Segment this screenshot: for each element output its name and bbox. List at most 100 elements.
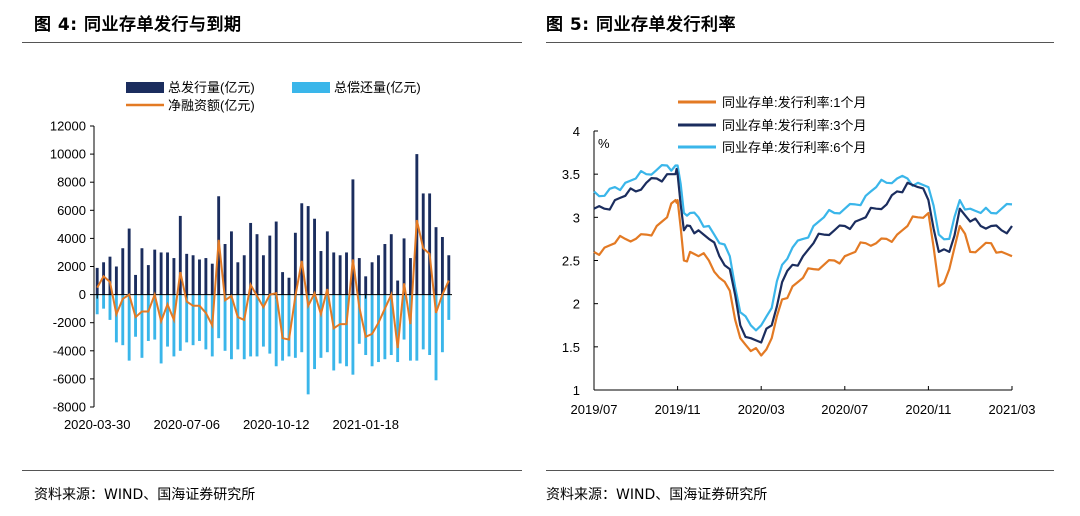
repay-bar: [415, 294, 419, 361]
issue-bar: [319, 251, 323, 295]
issue-bar: [102, 262, 106, 295]
repay-bar: [389, 294, 393, 356]
repay-bar: [268, 294, 272, 354]
y-tick-label: 2.5: [562, 254, 580, 269]
net-financing-line: [96, 219, 450, 349]
repay-bar: [185, 294, 189, 343]
x-tick-label: 2021-01-18: [332, 417, 399, 432]
repay-bar: [447, 294, 451, 320]
issue-bar: [389, 234, 393, 295]
issue-bar: [434, 227, 438, 295]
left-figure-panel: 图 4: 同业存单发行与到期 12000 10000 8000 6000 4000 200…: [0, 0, 530, 516]
rate-line-m3: [593, 167, 1013, 344]
repay-bar: [421, 294, 425, 350]
y-tick-label: 0: [79, 287, 86, 302]
y-tick-label: 10000: [50, 147, 86, 162]
issue-bar: [370, 262, 374, 295]
repay-bar: [217, 294, 221, 339]
repay-bar: [230, 294, 233, 360]
repay-bar: [108, 294, 112, 320]
issue-bar: [127, 228, 131, 295]
issue-bar: [357, 258, 361, 295]
repay-bar: [313, 294, 316, 370]
x-tick-label: 2020-10-12: [243, 417, 310, 432]
issue-bar: [210, 263, 214, 295]
issue-bar: [230, 231, 233, 295]
source-note: 资料来源：WIND、国海证券研究所: [546, 487, 768, 503]
issue-bar: [121, 248, 125, 295]
issue-bar: [114, 266, 118, 295]
y-tick-label: 4: [573, 124, 580, 139]
figure-5-title: 图 5: 同业存单发行利率: [546, 15, 736, 35]
issue-bar: [236, 262, 240, 295]
issue-bar: [166, 252, 169, 295]
issue-bar: [108, 256, 112, 295]
x-tick-label: 2020-03-30: [64, 417, 131, 432]
repay-bar: [261, 294, 265, 347]
issue-bar: [274, 221, 278, 295]
issue-bar: [338, 255, 342, 295]
legend-label-m3: 同业存单:发行利率:3个月: [722, 118, 866, 133]
x-tick-label: 2021/03: [989, 402, 1036, 417]
repay-bar: [434, 294, 438, 381]
ncd-rate-chart: % 4 3.5 3 2.5 2 1.5 1 2019/07 2019/11 2020/03 2020/…: [562, 95, 1036, 417]
issue-bar: [306, 206, 310, 295]
repay-bar: [140, 294, 144, 358]
issue-bar: [140, 248, 144, 295]
repay-bar: [345, 294, 348, 367]
y-tick-label: 4000: [57, 231, 86, 246]
y-tick-label: -6000: [53, 371, 86, 386]
issue-bar: [287, 277, 291, 295]
y-tick-label: -4000: [53, 343, 86, 358]
y-unit-label: %: [598, 136, 610, 151]
issue-bar: [146, 265, 150, 295]
x-tick-label: 2020/11: [905, 402, 951, 417]
issue-bar: [377, 255, 380, 295]
issue-bar: [300, 203, 304, 295]
issue-bar: [191, 255, 195, 295]
issue-bar: [198, 259, 201, 295]
bottom-divider: [546, 470, 1054, 471]
y-tick-label: 3: [573, 210, 580, 225]
issue-bar: [364, 276, 368, 295]
repay-bar: [319, 294, 323, 358]
x-tick-label: 2020-07-06: [153, 417, 220, 432]
repay-bar: [409, 294, 412, 361]
repay-bar: [396, 294, 400, 363]
y-tick-label: 8000: [57, 175, 86, 190]
repay-bar: [153, 294, 157, 340]
y-tick-label: -8000: [53, 400, 86, 415]
issue-bar: [223, 244, 227, 295]
x-tick-label: 2019/11: [655, 402, 701, 417]
repay-bar: [114, 294, 118, 343]
issue-bar: [313, 218, 316, 295]
issue-bar: [134, 274, 137, 295]
repay-bar: [325, 294, 329, 353]
legend-label-repay: 总偿还量(亿元): [334, 80, 421, 95]
legend-label-issue: 总发行量(亿元): [168, 80, 255, 95]
repay-bar: [191, 294, 195, 346]
repay-bar: [204, 294, 208, 350]
y-tick-label: 3.5: [562, 167, 580, 182]
bottom-divider: [22, 470, 522, 471]
repay-bar: [383, 294, 387, 360]
issue-bar: [351, 179, 355, 295]
rate-line-m6: [593, 164, 1013, 332]
repay-bar: [95, 294, 99, 315]
y-tick-label: 1: [573, 383, 580, 398]
issue-bar: [255, 234, 259, 295]
legend-label-m6: 同业存单:发行利率:6个月: [722, 140, 866, 155]
y-tick-label: 1.5: [562, 340, 580, 355]
repay-bar: [351, 294, 355, 375]
repay-bar: [242, 294, 246, 360]
legend-label-m1: 同业存单:发行利率:1个月: [722, 95, 866, 110]
issue-bar: [402, 238, 406, 295]
source-note: 资料来源：WIND、国海证券研究所: [34, 487, 256, 503]
y-tick-label: -2000: [53, 315, 86, 330]
title-divider: [546, 42, 1054, 43]
x-tick-label: 2019/07: [571, 402, 618, 417]
issue-bar: [249, 222, 253, 295]
repay-bar: [357, 294, 361, 344]
issuance-maturity-chart: 12000 10000 8000 6000 4000 2000 0 -2000 -4000 -60…: [50, 80, 452, 432]
